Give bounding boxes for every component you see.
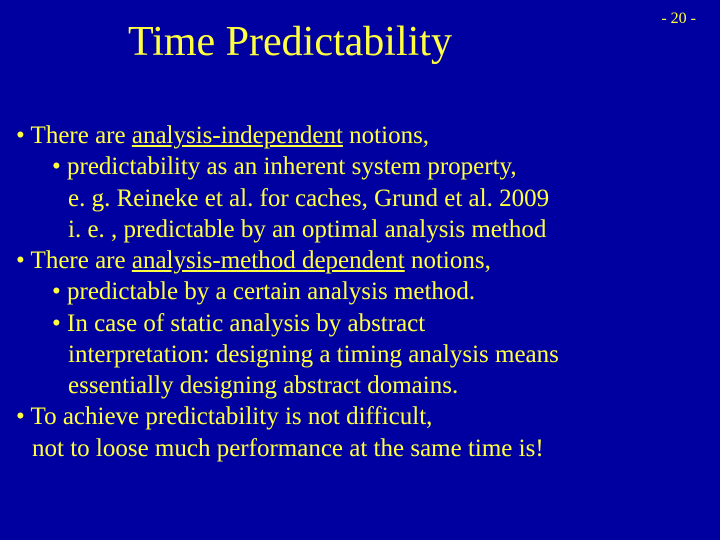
t: notions, bbox=[343, 122, 429, 149]
underline-analysis-independent: analysis-independent bbox=[132, 122, 343, 149]
t: notions, bbox=[405, 247, 491, 274]
bullet-1: • There are analysis-independent notions… bbox=[16, 120, 704, 151]
bullet-2-2-cont: essentially designing abstract domains. bbox=[68, 370, 704, 401]
slide-body: • There are analysis-independent notions… bbox=[16, 120, 704, 464]
t: • There are bbox=[16, 122, 132, 149]
bullet-2-2: • In case of static analysis by abstract bbox=[52, 308, 704, 339]
bullet-1-1: • predictability as an inherent system p… bbox=[52, 151, 704, 182]
bullet-3: • To achieve predictability is not diffi… bbox=[16, 401, 704, 432]
bullet-1-1-cont: i. e. , predictable by an optimal analys… bbox=[68, 214, 704, 245]
bullet-1-1-cont: e. g. Reineke et al. for caches, Grund e… bbox=[68, 183, 704, 214]
slide: - 20 - Time Predictability • There are a… bbox=[0, 0, 720, 540]
page-number: - 20 - bbox=[661, 10, 696, 28]
bullet-2: • There are analysis-method dependent no… bbox=[16, 245, 704, 276]
t: • There are bbox=[16, 247, 132, 274]
bullet-2-1: • predictable by a certain analysis meth… bbox=[52, 276, 704, 307]
bullet-2-2-cont: interpretation: designing a timing analy… bbox=[68, 339, 704, 370]
slide-title: Time Predictability bbox=[0, 18, 580, 66]
underline-analysis-method-dependent: analysis-method dependent bbox=[132, 247, 405, 274]
bullet-3-cont: not to loose much performance at the sam… bbox=[32, 433, 704, 464]
